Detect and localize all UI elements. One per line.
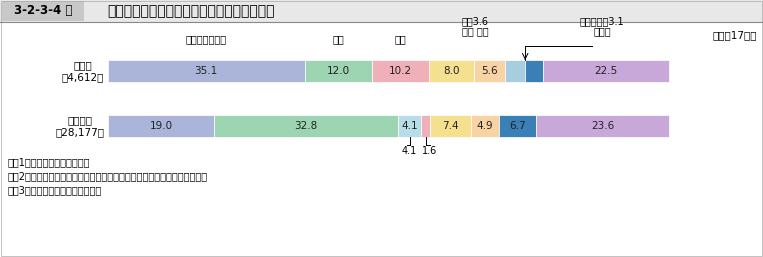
Bar [108, 60, 304, 82]
Text: 7.4: 7.4 [443, 121, 459, 131]
Text: 1.6: 1.6 [422, 146, 437, 156]
Bar [474, 60, 505, 82]
Bar [472, 115, 499, 137]
Text: 4.1: 4.1 [401, 121, 418, 131]
Text: 窃盗: 窃盗 [332, 34, 344, 44]
Text: （平成17年）: （平成17年） [713, 30, 757, 40]
Bar [421, 115, 430, 137]
Text: 2　「その他」は銃刀法違反，殺人，暴力行為等処罰法違反等である。: 2 「その他」は銃刀法違反，殺人，暴力行為等処罰法違反等である。 [8, 171, 208, 181]
Text: 12.0: 12.0 [327, 66, 349, 76]
Text: 22.5: 22.5 [594, 66, 617, 76]
Bar [214, 115, 398, 137]
Text: 非加入者
（28,177）: 非加入者 （28,177） [55, 115, 104, 137]
Text: 4.9: 4.9 [477, 121, 494, 131]
Bar [304, 60, 372, 82]
Text: 覚せい剤取締法: 覚せい剤取締法 [185, 34, 227, 44]
Bar [430, 115, 472, 137]
Text: その他: その他 [593, 26, 610, 36]
Text: 23.6: 23.6 [591, 121, 614, 131]
Text: 3-2-3-4 図: 3-2-3-4 図 [14, 5, 72, 17]
Text: 加入者
（4,612）: 加入者 （4,612） [62, 60, 104, 82]
Text: 10.2: 10.2 [389, 66, 412, 76]
Bar [536, 115, 668, 137]
Bar [429, 60, 474, 82]
Text: 傷害: 傷害 [394, 34, 406, 44]
Bar [505, 60, 525, 82]
Text: 35.1: 35.1 [195, 66, 218, 76]
Text: 道路交通法3.1: 道路交通法3.1 [580, 16, 624, 26]
Text: 強盗3.6: 強盗3.6 [462, 16, 488, 26]
Bar [108, 115, 214, 137]
Text: 32.8: 32.8 [295, 121, 318, 131]
Bar [499, 115, 536, 137]
Text: 6.7: 6.7 [510, 121, 526, 131]
Text: 8.0: 8.0 [443, 66, 459, 76]
Text: 19.0: 19.0 [150, 121, 172, 131]
Bar [0, 0, 763, 22]
Text: 注　1　矯正統計年報による。: 注 1 矯正統計年報による。 [8, 157, 91, 167]
Bar [542, 60, 668, 82]
Bar [2, 1, 84, 21]
Text: 恐喝 詐欺: 恐喝 詐欺 [462, 26, 488, 36]
Text: 4.1: 4.1 [402, 146, 417, 156]
Bar [525, 60, 542, 82]
Text: 新受刑者中の暴力団加入者等の罪名別構成比: 新受刑者中の暴力団加入者等の罪名別構成比 [107, 4, 275, 18]
Bar [398, 115, 421, 137]
Text: 3　（　）内は，実数である。: 3 （ ）内は，実数である。 [8, 185, 102, 195]
Text: 5.6: 5.6 [481, 66, 497, 76]
Bar [372, 60, 429, 82]
